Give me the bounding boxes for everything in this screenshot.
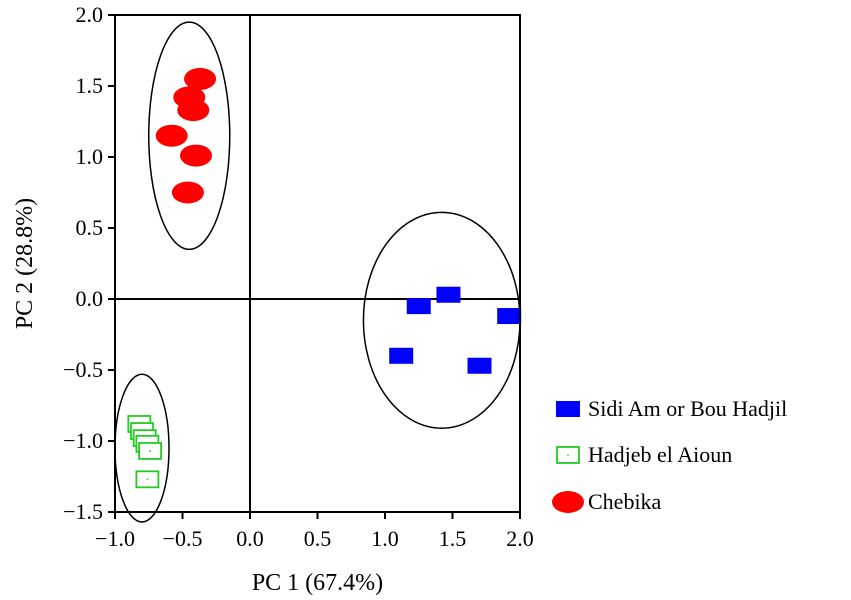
point-sidi-am-or-bou-hadjil — [406, 298, 431, 315]
point-hadjeb-el-aioun-center — [146, 478, 149, 481]
zero-lines — [115, 15, 520, 512]
x-tick-label: 0.5 — [304, 526, 332, 551]
y-axis-label: PC 2 (28.8%) — [12, 198, 38, 329]
y-tick-label: 2.0 — [76, 2, 104, 27]
point-chebika — [171, 181, 204, 204]
x-tick-label: 0.0 — [236, 526, 264, 551]
point-sidi-am-or-bou-hadjil — [436, 286, 461, 303]
x-axis-ticks: −1.0 −0.5 0.0 0.5 1.0 1.5 2.0 — [95, 512, 534, 551]
point-sidi-am-or-bou-hadjil — [497, 308, 522, 325]
legend-marker-hadjeb-el-aioun-center — [567, 454, 569, 456]
point-sidi-am-or-bou-hadjil — [467, 357, 492, 374]
legend-label-hadjeb-el-aioun: Hadjeb el Aioun — [588, 442, 732, 467]
y-tick-label: 0.0 — [76, 286, 104, 311]
point-sidi-am-or-bou-hadjil — [389, 347, 414, 364]
y-tick-label: −1.0 — [63, 428, 103, 453]
x-tick-label: 1.5 — [439, 526, 467, 551]
legend-label-sidi-am-or-bou-hadjil: Sidi Am or Bou Hadjil — [588, 396, 787, 421]
legend: Sidi Am or Bou Hadjil Hadjeb el Aioun Cheb… — [552, 396, 787, 514]
point-hadjeb-el-aioun-center — [149, 450, 152, 452]
legend-marker-sidi-am-or-bou-hadjil — [556, 401, 580, 417]
x-tick-label: −0.5 — [163, 526, 203, 551]
legend-label-chebika: Chebika — [588, 489, 662, 514]
cluster-ellipse — [148, 21, 231, 251]
y-tick-label: 0.5 — [76, 215, 104, 240]
x-tick-label: −1.0 — [95, 526, 135, 551]
plot-frame — [114, 14, 521, 513]
cluster-ellipse — [362, 211, 521, 429]
y-tick-label: 1.5 — [76, 73, 104, 98]
y-tick-label: 1.0 — [76, 144, 104, 169]
legend-marker-chebika — [552, 491, 584, 513]
point-chebika — [177, 99, 210, 122]
point-chebika — [184, 67, 217, 90]
data-points — [127, 67, 522, 489]
y-tick-label: −1.5 — [63, 499, 103, 524]
y-tick-label: −0.5 — [63, 357, 103, 382]
point-chebika — [180, 144, 212, 167]
x-tick-label: 2.0 — [506, 526, 534, 551]
x-tick-label: 1.0 — [371, 526, 399, 551]
point-chebika — [155, 124, 188, 147]
x-axis-label: PC 1 (67.4%) — [252, 570, 383, 596]
y-axis-ticks: −1.5 −1.0 −0.5 0.0 0.5 1.0 1.5 2.0 — [63, 2, 115, 524]
